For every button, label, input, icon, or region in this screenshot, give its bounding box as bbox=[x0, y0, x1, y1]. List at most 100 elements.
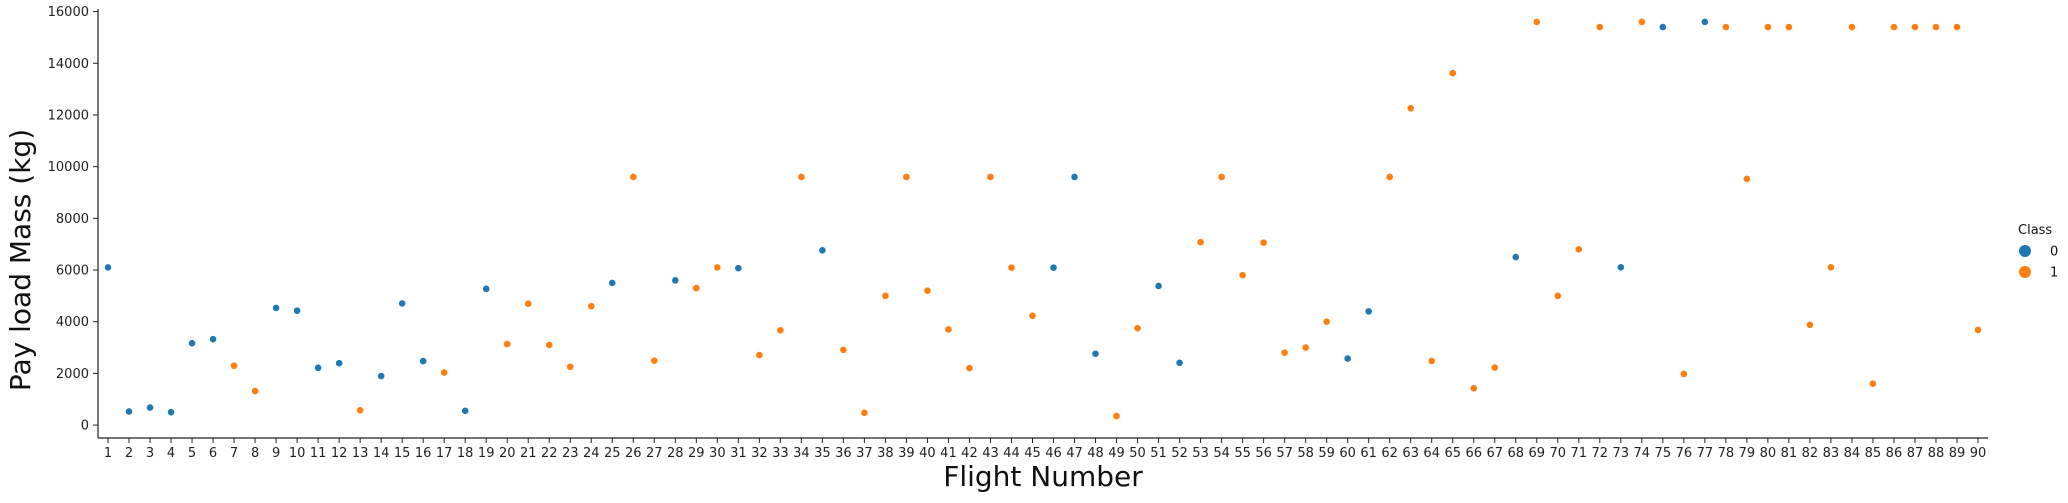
x-tick-label: 64 bbox=[1423, 446, 1440, 461]
x-tick-label: 83 bbox=[1823, 446, 1840, 461]
legend: Class 01 bbox=[2018, 223, 2058, 281]
data-point bbox=[587, 302, 596, 311]
data-point bbox=[965, 364, 974, 372]
y-tick-label: 8000 bbox=[56, 212, 89, 227]
x-tick-label: 69 bbox=[1528, 446, 1545, 461]
x-tick-label: 31 bbox=[730, 446, 747, 461]
x-tick-label: 23 bbox=[562, 446, 579, 461]
data-point bbox=[356, 406, 365, 415]
data-point bbox=[1427, 357, 1436, 365]
data-point bbox=[1259, 238, 1268, 247]
data-point bbox=[146, 403, 154, 412]
data-point bbox=[818, 246, 827, 255]
x-tick-label: 9 bbox=[272, 446, 280, 461]
data-point bbox=[482, 284, 491, 293]
x-tick-label: 87 bbox=[1907, 446, 1924, 461]
data-point bbox=[1974, 326, 1982, 334]
data-point bbox=[104, 263, 112, 272]
x-tick-label: 27 bbox=[646, 446, 663, 461]
data-point bbox=[1301, 343, 1310, 352]
y-axis-title: Pay load Mass (kg) bbox=[4, 129, 37, 391]
data-point bbox=[1806, 320, 1814, 329]
data-point bbox=[335, 359, 344, 368]
x-tick-label: 57 bbox=[1276, 446, 1293, 461]
x-tick-label: 22 bbox=[541, 446, 558, 461]
x-tick-label: 78 bbox=[1718, 446, 1735, 461]
data-point bbox=[713, 263, 722, 272]
data-point bbox=[1280, 348, 1289, 357]
x-tick-label: 5 bbox=[188, 446, 196, 461]
data-point bbox=[293, 306, 302, 315]
data-point bbox=[167, 408, 175, 417]
data-point bbox=[1238, 271, 1247, 280]
x-tick-label: 54 bbox=[1213, 446, 1230, 461]
x-tick-label: 15 bbox=[394, 446, 411, 461]
x-tick-label: 21 bbox=[520, 446, 537, 461]
legend-marker bbox=[2019, 266, 2031, 278]
data-point bbox=[692, 284, 701, 293]
data-point bbox=[1911, 23, 1919, 31]
y-tick-label: 0 bbox=[81, 419, 89, 434]
x-tick-label: 20 bbox=[499, 446, 516, 461]
data-point bbox=[1322, 317, 1331, 326]
x-tick-label: 30 bbox=[709, 446, 726, 461]
y-tick-label: 14000 bbox=[48, 57, 89, 72]
x-tick-label: 39 bbox=[898, 446, 915, 461]
x-tick-label: 41 bbox=[940, 446, 957, 461]
x-tick-label: 42 bbox=[961, 446, 978, 461]
data-point bbox=[1196, 238, 1205, 247]
x-tick-label: 66 bbox=[1465, 446, 1482, 461]
data-point bbox=[776, 326, 785, 335]
data-point bbox=[1763, 23, 1772, 31]
x-tick-label: 46 bbox=[1045, 446, 1062, 461]
data-point bbox=[1007, 263, 1016, 272]
x-tick-label: 72 bbox=[1592, 446, 1609, 461]
legend-marker bbox=[2019, 245, 2031, 257]
x-tick-label: 6 bbox=[209, 446, 217, 461]
x-tick-label: 36 bbox=[835, 446, 852, 461]
data-point bbox=[272, 303, 280, 312]
x-tick-label: 71 bbox=[1571, 446, 1588, 461]
y-tick-label: 4000 bbox=[56, 315, 89, 330]
x-tick-label: 40 bbox=[919, 446, 936, 461]
x-tick-label: 24 bbox=[583, 446, 600, 461]
data-point bbox=[1511, 253, 1520, 261]
x-axis-title: Flight Number bbox=[943, 460, 1143, 493]
data-point bbox=[986, 173, 995, 181]
data-point bbox=[1679, 370, 1688, 378]
data-point bbox=[797, 173, 806, 181]
data-point bbox=[755, 351, 764, 359]
x-tick-label: 76 bbox=[1676, 446, 1693, 461]
data-point bbox=[419, 357, 428, 365]
data-point bbox=[1175, 358, 1184, 367]
data-point bbox=[944, 325, 953, 334]
x-tick-label: 44 bbox=[1003, 446, 1020, 461]
x-tick-label: 53 bbox=[1192, 446, 1209, 461]
x-tick-label: 1 bbox=[104, 446, 112, 461]
data-point bbox=[251, 387, 259, 395]
x-tick-label: 12 bbox=[331, 446, 348, 461]
x-tick-label: 58 bbox=[1297, 446, 1314, 461]
x-tick-label: 67 bbox=[1486, 446, 1503, 461]
x-tick-label: 37 bbox=[856, 446, 873, 461]
x-tick-label: 34 bbox=[793, 446, 810, 461]
y-tick-label: 12000 bbox=[48, 108, 89, 123]
x-tick-label: 48 bbox=[1087, 446, 1104, 461]
x-tick-label: 79 bbox=[1739, 446, 1756, 461]
x-tick-label: 19 bbox=[478, 446, 495, 461]
x-tick-label: 60 bbox=[1339, 446, 1356, 461]
legend-entries: 01 bbox=[2019, 245, 2058, 281]
x-tick-label: 51 bbox=[1150, 446, 1167, 461]
x-tick-label: 59 bbox=[1318, 446, 1335, 461]
y-tick-label: 6000 bbox=[56, 264, 89, 279]
data-point bbox=[629, 173, 638, 181]
x-tick-label: 86 bbox=[1886, 446, 1903, 461]
x-tick-label: 63 bbox=[1402, 446, 1419, 461]
data-point bbox=[1448, 69, 1457, 77]
data-point bbox=[1154, 282, 1163, 290]
x-tick-label: 13 bbox=[352, 446, 369, 461]
data-point bbox=[1553, 291, 1562, 300]
x-tick-label: 2 bbox=[125, 446, 133, 461]
x-tick-label: 70 bbox=[1550, 446, 1567, 461]
